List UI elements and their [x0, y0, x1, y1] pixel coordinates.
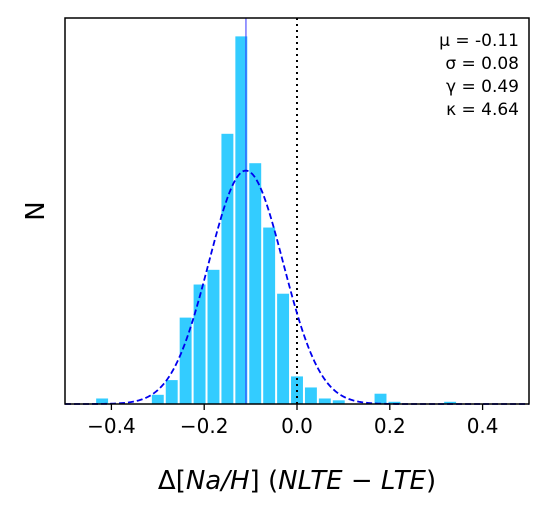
- stat-3: κ = 4.64: [446, 100, 519, 120]
- histogram-bar-13: [318, 398, 331, 404]
- histogram-bar-10: [277, 293, 290, 404]
- histogram-bar-9: [263, 227, 276, 404]
- histogram-bars: [96, 36, 457, 405]
- x-label-paren-open: (: [260, 466, 278, 496]
- x-axis-ticks: −0.4 −0.2 0.0 0.2 0.4: [87, 404, 499, 438]
- histogram-bar-7: [235, 36, 248, 404]
- histogram-bar-8: [249, 163, 262, 404]
- x-label-paren-close: ): [426, 466, 436, 496]
- histogram-bar-4: [193, 284, 206, 404]
- x-axis-label: Δ[Na/H] (NLTE − LTE): [158, 466, 436, 496]
- x-tick-label: 0.0: [281, 414, 313, 438]
- x-label-bracket-close: ]: [250, 466, 260, 496]
- x-label-bracket-open: [: [176, 466, 186, 496]
- stat-2: γ = 0.49: [446, 77, 519, 97]
- histogram-bar-15: [374, 393, 387, 404]
- histogram-bar-17: [444, 401, 457, 404]
- histogram-bar-2: [165, 380, 178, 404]
- histogram-bar-12: [304, 387, 317, 404]
- reference-lines: [245, 18, 298, 404]
- x-tick-label: 0.4: [467, 414, 499, 438]
- x-label-quantity: Na/H: [186, 466, 250, 496]
- histogram-bar-16: [388, 401, 401, 404]
- x-label-expression: NLTE − LTE: [278, 466, 426, 496]
- stat-1: σ = 0.08: [445, 54, 519, 74]
- stats-annotation: μ = -0.11 σ = 0.08 γ = 0.49 κ = 4.64: [439, 31, 519, 120]
- x-tick-label: −0.2: [180, 414, 229, 438]
- x-tick-label: 0.2: [374, 414, 406, 438]
- histogram-bar-3: [179, 317, 192, 404]
- histogram-bar-14: [332, 400, 345, 404]
- histogram-bar-1: [151, 394, 164, 404]
- histogram-bar-5: [207, 269, 220, 404]
- y-axis-label: N: [21, 201, 51, 220]
- histogram-bar-6: [221, 133, 234, 405]
- x-tick-label: −0.4: [87, 414, 136, 438]
- histogram-bar-0: [96, 398, 109, 404]
- stat-0: μ = -0.11: [439, 31, 519, 51]
- x-label-delta: Δ: [158, 466, 176, 496]
